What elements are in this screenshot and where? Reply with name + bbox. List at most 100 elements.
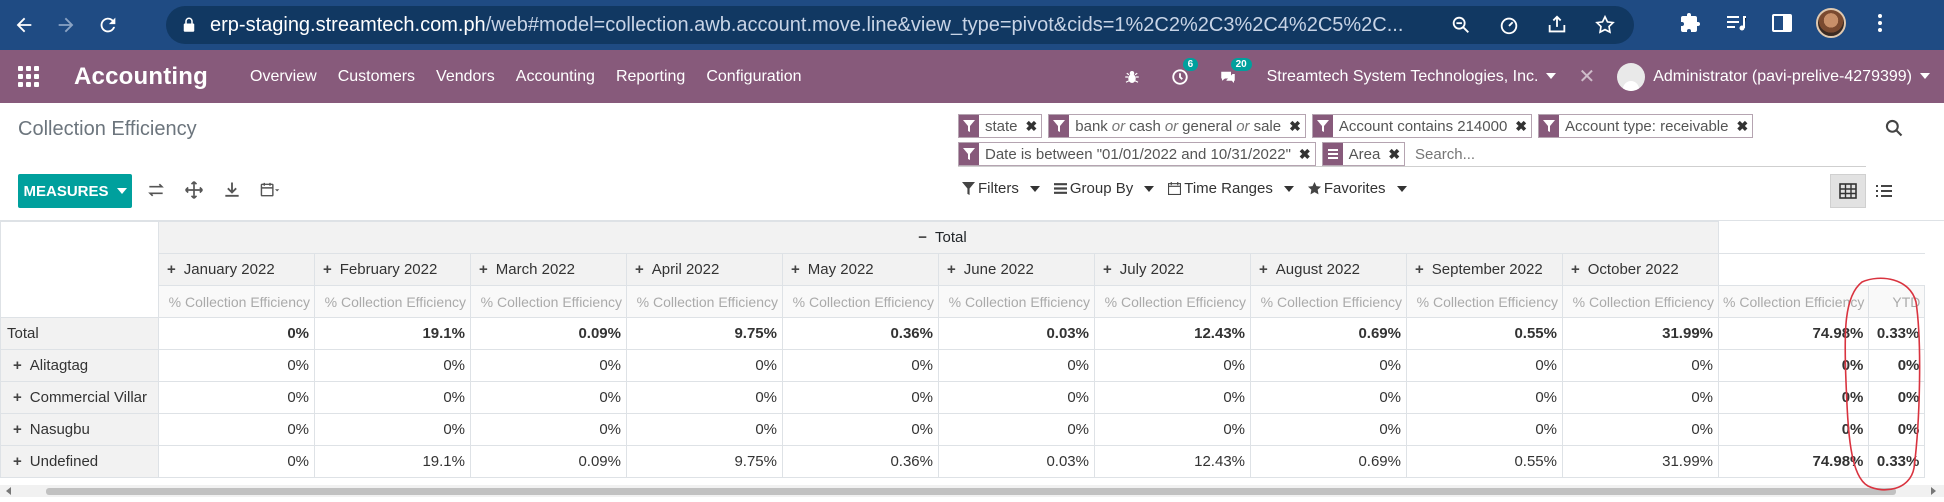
table-cell[interactable]: 0% bbox=[1250, 413, 1407, 446]
table-cell[interactable]: 0% bbox=[1868, 349, 1926, 382]
table-cell[interactable]: 0% bbox=[1562, 349, 1719, 382]
table-cell[interactable]: 0% bbox=[1250, 381, 1407, 414]
measure-header[interactable]: % Collection Efficiency bbox=[1406, 285, 1563, 318]
col-header-month[interactable]: + February 2022 bbox=[314, 253, 471, 286]
table-cell[interactable]: 0% bbox=[158, 413, 315, 446]
filter-facet-journal-type[interactable]: bank or cash or general or sale ✖ bbox=[1048, 114, 1306, 138]
measure-header[interactable]: % Collection Efficiency bbox=[314, 285, 471, 318]
user-menu[interactable]: Administrator (pavi-prelive-4279399) bbox=[1653, 68, 1930, 86]
timeranges-dropdown[interactable]: Time Ranges bbox=[1168, 180, 1294, 197]
row-header[interactable]: + Alitagtag bbox=[0, 349, 159, 382]
measure-header[interactable]: % Collection Efficiency bbox=[1094, 285, 1251, 318]
table-cell[interactable]: 0.36% bbox=[782, 445, 939, 478]
messages-chat-icon[interactable]: 20 bbox=[1219, 57, 1252, 86]
filter-facet-state[interactable]: state ✖ bbox=[958, 114, 1043, 138]
table-cell[interactable]: 0% bbox=[1868, 381, 1926, 414]
remove-facet-icon[interactable]: ✖ bbox=[1289, 117, 1301, 134]
url-text[interactable]: erp-staging.streamtech.com.ph/web#model=… bbox=[210, 14, 1450, 37]
table-cell[interactable]: 0% bbox=[158, 381, 315, 414]
flip-axis-icon[interactable] bbox=[146, 180, 166, 200]
table-cell[interactable]: 0% bbox=[782, 381, 939, 414]
table-cell[interactable]: 0% bbox=[938, 349, 1095, 382]
share-icon[interactable] bbox=[1546, 14, 1568, 36]
table-cell[interactable]: 0% bbox=[1094, 381, 1251, 414]
row-header[interactable]: + Nasugbu bbox=[0, 413, 159, 446]
profile-avatar[interactable] bbox=[1816, 8, 1846, 38]
menu-vendors[interactable]: Vendors bbox=[436, 67, 495, 85]
favorites-dropdown[interactable]: Favorites bbox=[1307, 180, 1407, 197]
table-cell[interactable]: 0% bbox=[782, 413, 939, 446]
table-cell[interactable]: 0.33% bbox=[1868, 445, 1926, 478]
search-input[interactable] bbox=[1411, 142, 1852, 166]
table-cell[interactable]: 0.03% bbox=[938, 445, 1095, 478]
remove-facet-icon[interactable]: ✖ bbox=[1025, 117, 1038, 134]
table-cell[interactable]: 9.75% bbox=[626, 317, 783, 350]
table-cell[interactable]: 0.36% bbox=[782, 317, 939, 350]
filter-facet-account[interactable]: Account contains 214000 ✖ bbox=[1311, 114, 1533, 138]
table-cell[interactable]: 0% bbox=[470, 413, 627, 446]
calendar-icon[interactable] bbox=[260, 180, 280, 200]
row-header[interactable]: + Undefined bbox=[0, 445, 159, 478]
table-cell[interactable]: 0% bbox=[314, 413, 471, 446]
table-cell[interactable]: 0% bbox=[1717, 413, 1870, 446]
user-avatar[interactable] bbox=[1617, 62, 1646, 91]
col-header-month[interactable]: + September 2022 bbox=[1406, 253, 1563, 286]
table-cell[interactable]: 19.1% bbox=[314, 317, 471, 350]
table-cell[interactable]: 0.69% bbox=[1250, 317, 1407, 350]
scroll-left-icon[interactable] bbox=[6, 487, 11, 495]
remove-facet-icon[interactable]: ✖ bbox=[1515, 117, 1528, 134]
remove-facet-icon[interactable]: ✖ bbox=[1298, 145, 1311, 162]
groupby-facet-area[interactable]: Area ✖ bbox=[1321, 142, 1406, 166]
table-cell[interactable]: 0% bbox=[626, 349, 783, 382]
debug-bug-icon[interactable] bbox=[1123, 68, 1141, 86]
table-cell[interactable]: 0% bbox=[158, 445, 315, 478]
table-cell[interactable]: 12.43% bbox=[1094, 317, 1251, 350]
company-switcher[interactable]: Streamtech System Technologies, Inc. bbox=[1267, 68, 1557, 86]
table-cell[interactable]: 0% bbox=[1406, 349, 1563, 382]
table-cell[interactable]: 0% bbox=[938, 381, 1095, 414]
scroll-right-icon[interactable] bbox=[1931, 487, 1936, 495]
menu-configuration[interactable]: Configuration bbox=[706, 67, 802, 85]
measure-header[interactable]: % Collection Efficiency bbox=[938, 285, 1095, 318]
horizontal-scrollbar[interactable] bbox=[0, 485, 1944, 497]
close-icon[interactable]: ✕ bbox=[1578, 66, 1596, 88]
col-header-month[interactable]: + July 2022 bbox=[1094, 253, 1251, 286]
filter-facet-date[interactable]: Date is between "01/01/2022 and 10/31/20… bbox=[958, 142, 1316, 166]
measures-button[interactable]: MEASURES bbox=[18, 174, 132, 208]
measure-header[interactable]: % Collection Efficiency bbox=[1717, 285, 1870, 318]
measure-header[interactable]: % Collection Efficiency bbox=[158, 285, 315, 318]
remove-facet-icon[interactable]: ✖ bbox=[1388, 145, 1401, 162]
col-header-month[interactable]: + March 2022 bbox=[470, 253, 627, 286]
measure-header[interactable]: % Collection Efficiency bbox=[626, 285, 783, 318]
table-cell[interactable]: 0% bbox=[314, 349, 471, 382]
reload-icon[interactable] bbox=[90, 7, 126, 43]
activity-clock-icon[interactable]: 6 bbox=[1171, 57, 1199, 86]
address-bar[interactable]: erp-staging.streamtech.com.ph/web#model=… bbox=[166, 6, 1634, 44]
table-cell[interactable]: 0.09% bbox=[470, 317, 627, 350]
table-cell[interactable]: 0% bbox=[1094, 413, 1251, 446]
menu-overview[interactable]: Overview bbox=[250, 67, 317, 85]
remove-facet-icon[interactable]: ✖ bbox=[1736, 117, 1749, 134]
kebab-menu-icon[interactable] bbox=[1868, 11, 1892, 35]
table-cell[interactable]: 0.55% bbox=[1406, 445, 1563, 478]
table-cell[interactable]: 0% bbox=[626, 381, 783, 414]
table-cell[interactable]: 0% bbox=[1868, 413, 1926, 446]
filter-facet-account-type[interactable]: Account type: receivable ✖ bbox=[1538, 114, 1754, 138]
menu-accounting[interactable]: Accounting bbox=[515, 67, 595, 85]
measure-header[interactable]: % Collection Efficiency bbox=[1562, 285, 1719, 318]
row-header[interactable]: Total bbox=[0, 317, 159, 350]
search-icon[interactable] bbox=[1884, 118, 1904, 138]
table-cell[interactable]: 0% bbox=[1406, 381, 1563, 414]
table-cell[interactable]: 12.43% bbox=[1094, 445, 1251, 478]
table-cell[interactable]: 0.09% bbox=[470, 445, 627, 478]
table-cell[interactable]: 74.98% bbox=[1717, 317, 1870, 350]
table-cell[interactable]: 74.98% bbox=[1717, 445, 1870, 478]
filters-dropdown[interactable]: Filters bbox=[962, 180, 1040, 197]
col-header-month[interactable]: + August 2022 bbox=[1250, 253, 1407, 286]
media-queue-icon[interactable] bbox=[1724, 11, 1748, 35]
table-cell[interactable]: 0% bbox=[626, 413, 783, 446]
table-cell[interactable]: 31.99% bbox=[1562, 317, 1719, 350]
measure-header[interactable]: % Collection Efficiency bbox=[1250, 285, 1407, 318]
side-panel-icon[interactable] bbox=[1770, 11, 1794, 35]
table-cell[interactable]: 0% bbox=[1717, 381, 1870, 414]
